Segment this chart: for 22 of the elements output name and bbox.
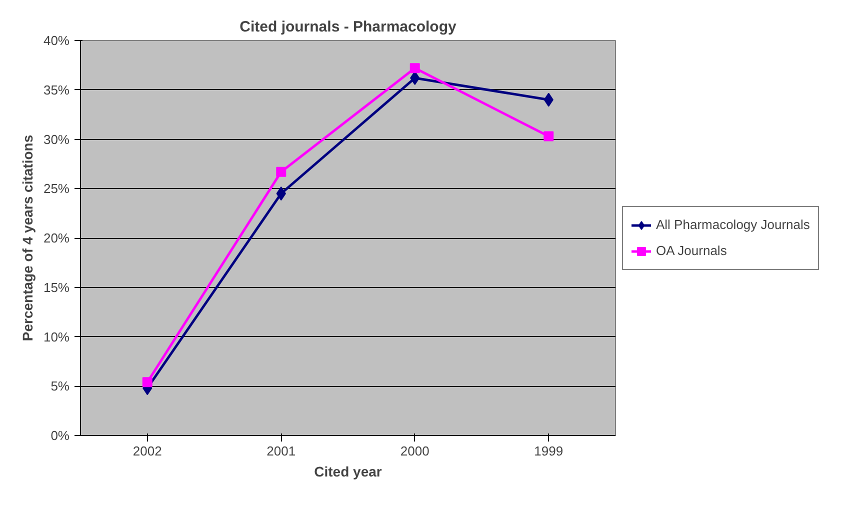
- x-tick-label: 2000: [400, 444, 430, 458]
- x-tick-label: 2002: [132, 444, 162, 458]
- y-tick-label: 30%: [43, 132, 70, 147]
- point: [142, 377, 152, 388]
- legend-label: All Pharmacology Journals: [656, 217, 810, 232]
- point: [544, 131, 554, 142]
- x-tick-label: 1999: [534, 444, 564, 458]
- y-tick-label: 10%: [43, 329, 70, 344]
- point: [276, 166, 286, 177]
- y-tick-label: 20%: [43, 230, 70, 246]
- x-tick-label: 2001: [266, 444, 296, 458]
- y-tick-label: 15%: [43, 280, 70, 295]
- y-tick-label: 25%: [43, 181, 70, 196]
- x-axis-title: Cited year: [314, 464, 382, 480]
- y-tick-label: 40%: [43, 33, 70, 48]
- chart-title: Cited journals - Pharmacology: [240, 18, 458, 36]
- point: [410, 63, 420, 74]
- y-tick-label: 5%: [50, 378, 70, 394]
- y-tick-label: 35%: [43, 82, 70, 98]
- y-tick-label: 0%: [50, 428, 70, 443]
- legend-label: OA Journals: [656, 243, 727, 258]
- y-axis-title: Percentage of 4 years citations: [19, 134, 36, 342]
